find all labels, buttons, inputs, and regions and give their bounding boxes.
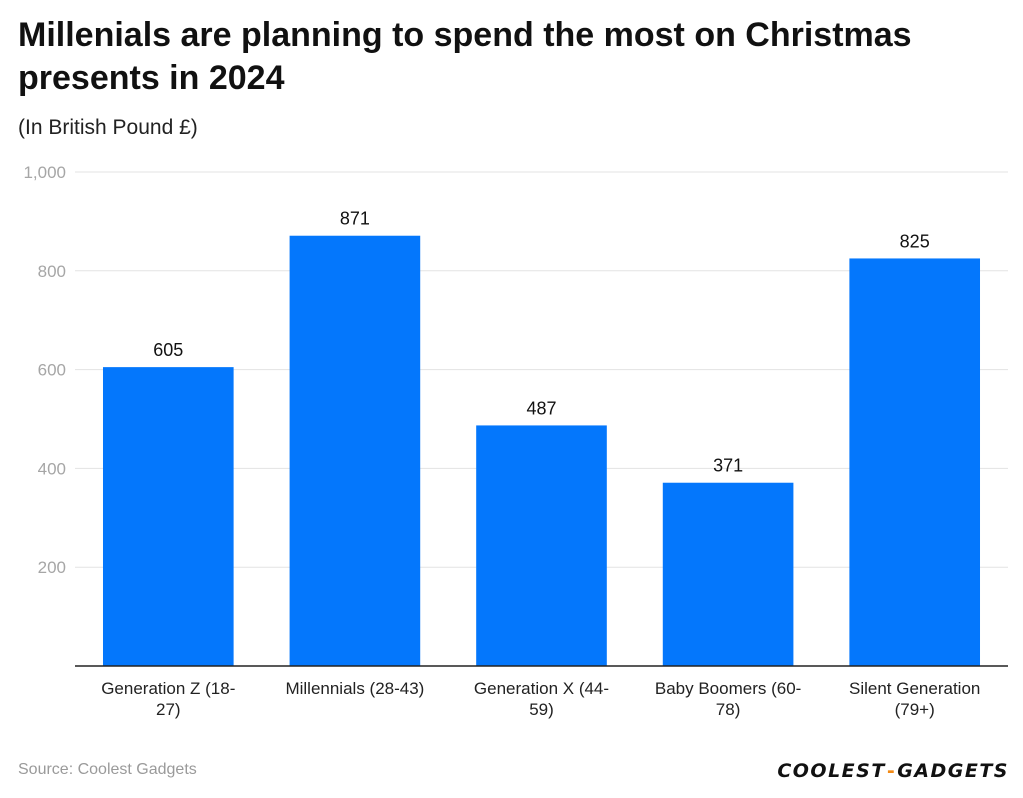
coolest-gadgets-logo: COOLEST-GADGETS bbox=[777, 760, 1009, 782]
x-tick-label-line: Silent Generation bbox=[849, 679, 980, 698]
data-label: 371 bbox=[713, 456, 743, 476]
x-tick-label: Silent Generation (79+) bbox=[849, 679, 980, 719]
y-tick-label: 800 bbox=[38, 262, 66, 281]
y-tick-label: 200 bbox=[38, 558, 66, 577]
bar bbox=[289, 235, 421, 666]
x-tick-label: Generation X (44- 59) bbox=[474, 679, 609, 719]
x-tick-label: Generation Z (18- 27) bbox=[101, 679, 235, 719]
x-tick-label: Millennials (28-43) bbox=[285, 679, 424, 698]
x-tick-label-line: 27) bbox=[156, 700, 181, 719]
logo-part-1: COOLEST bbox=[777, 760, 886, 782]
logo-separator: - bbox=[886, 760, 897, 782]
x-tick-label-line: 78) bbox=[716, 700, 741, 719]
bar bbox=[102, 367, 234, 666]
x-tick-label-line: (79+) bbox=[895, 700, 935, 719]
chart-subtitle: (In British Pound £) bbox=[18, 116, 198, 139]
x-tick-label: Baby Boomers (60- 78) bbox=[655, 679, 801, 719]
data-label: 487 bbox=[526, 398, 556, 418]
x-tick-label-line: Generation Z (18- bbox=[101, 679, 235, 698]
logo-part-2: GADGETS bbox=[897, 760, 1009, 782]
bar bbox=[476, 425, 607, 666]
x-tick-label-line: Baby Boomers (60- bbox=[655, 679, 801, 698]
x-tick-label-line: Millennials (28-43) bbox=[285, 679, 424, 698]
data-label: 825 bbox=[900, 231, 930, 251]
x-tick-label-line: Generation X (44- bbox=[474, 679, 609, 698]
data-label: 605 bbox=[153, 340, 183, 360]
bar bbox=[849, 258, 981, 666]
bar bbox=[662, 482, 794, 666]
y-tick-label: 1,000 bbox=[23, 163, 66, 182]
chart-title: Millenials are planning to spend the mos… bbox=[18, 16, 912, 97]
y-tick-label: 600 bbox=[38, 361, 66, 380]
data-label: 871 bbox=[340, 209, 370, 229]
y-tick-label: 400 bbox=[38, 459, 66, 478]
x-tick-label-line: 59) bbox=[529, 700, 554, 719]
source-note: Source: Coolest Gadgets bbox=[18, 761, 197, 778]
